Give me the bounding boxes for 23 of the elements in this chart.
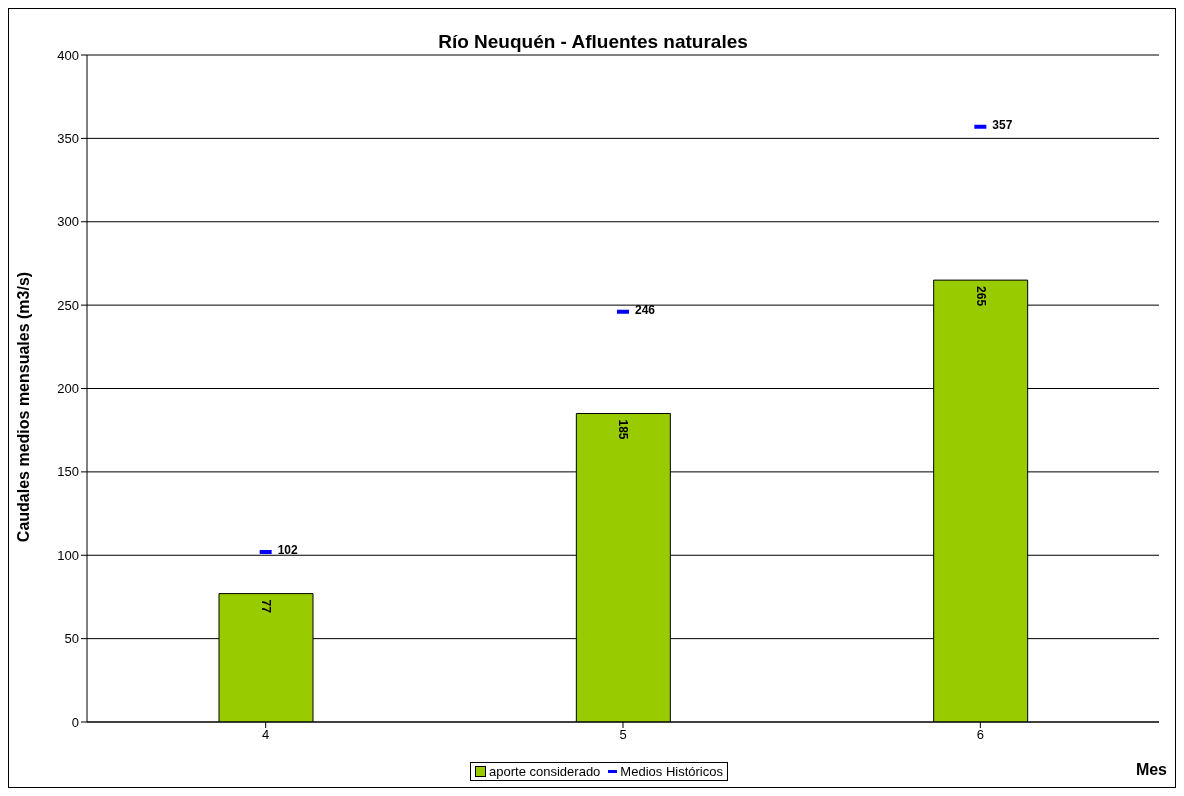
x-tick-label: 6	[976, 727, 984, 743]
y-tick-label: 200	[57, 381, 79, 397]
data-label: 102	[277, 542, 299, 557]
data-label: 185	[616, 419, 631, 440]
x-tick-label: 5	[619, 727, 627, 743]
data-label: 265	[973, 286, 988, 307]
y-tick-label: 100	[57, 547, 79, 563]
y-tick-label: 300	[57, 214, 79, 230]
y-tick-label: 50	[64, 631, 79, 647]
y-axis-title: Caudales medios mensuales (m3/s)	[15, 271, 33, 543]
x-axis-title: Mes	[1135, 761, 1167, 779]
legend-label: aporte considerado	[488, 764, 601, 779]
data-label: 357	[992, 117, 1013, 132]
data-label: 77	[259, 599, 273, 614]
chart-title: Río Neuquén - Afluentes naturales	[438, 31, 748, 52]
y-tick-label: 150	[57, 464, 79, 480]
y-tick-label: 250	[57, 297, 79, 313]
y-tick-label: 400	[57, 47, 79, 63]
legend-label: Medios Históricos	[619, 764, 723, 779]
y-tick-label: 350	[57, 130, 79, 146]
y-tick-label: 0	[71, 714, 79, 730]
x-tick-label: 4	[262, 727, 270, 743]
data-label: 246	[635, 302, 656, 317]
